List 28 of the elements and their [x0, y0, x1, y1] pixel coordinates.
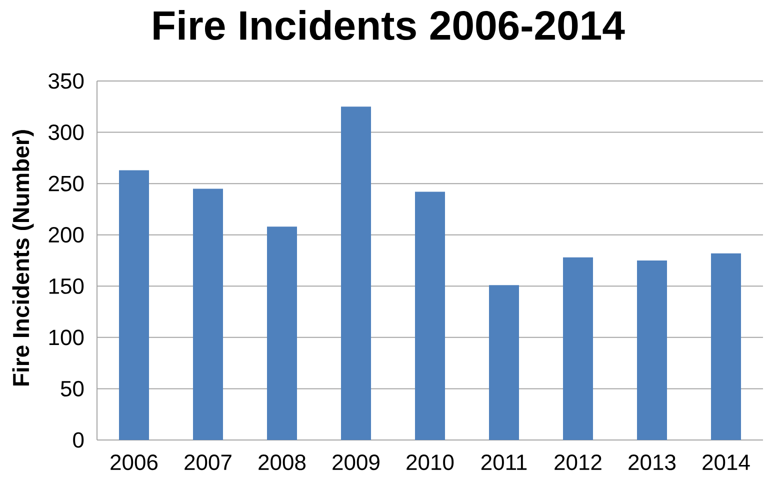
bar	[563, 257, 593, 440]
bar	[415, 192, 446, 440]
x-tick-label: 2009	[332, 454, 380, 470]
y-tick-label: 200	[48, 227, 84, 243]
bar	[489, 285, 519, 440]
x-tick-label: 2008	[258, 454, 306, 470]
bar	[267, 226, 297, 440]
x-tick-label: 2011	[481, 454, 527, 470]
bar	[193, 188, 224, 440]
y-tick-label: 350	[48, 73, 84, 89]
y-tick-label: 100	[49, 330, 84, 346]
bar	[119, 170, 150, 440]
y-tick-label: 250	[48, 176, 84, 192]
chart-title: Fire Incidents 2006-2014	[154, 10, 625, 40]
y-tick-label: 150	[49, 278, 84, 294]
y-tick-label: 300	[48, 124, 84, 140]
x-tick-label: 2013	[628, 454, 676, 470]
x-tick-label: 2014	[702, 454, 750, 470]
x-tick-label: 2007	[184, 454, 232, 470]
bar	[637, 260, 667, 440]
x-tick-label: 2010	[406, 454, 454, 470]
y-tick-label: 0	[73, 432, 84, 448]
x-tick-label: 2006	[110, 454, 158, 470]
x-tick-label: 2012	[554, 454, 602, 470]
bar	[341, 106, 372, 440]
y-tick-label: 50	[60, 380, 84, 397]
y-axis-title: Fire Incidents (Number)	[12, 130, 34, 386]
bar	[711, 253, 741, 440]
